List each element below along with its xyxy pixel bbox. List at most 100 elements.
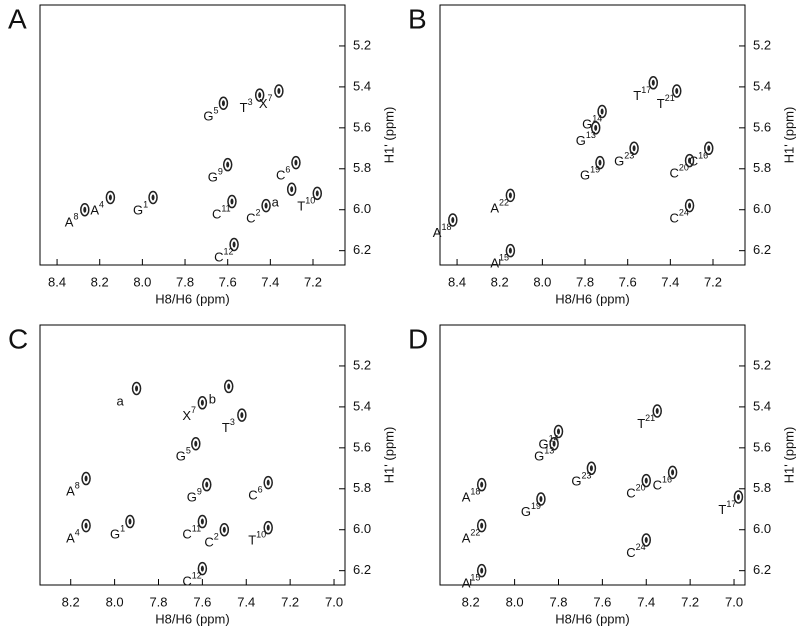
y-tick-label: 6.2 <box>353 242 371 257</box>
peak-core <box>205 481 209 488</box>
peak-core <box>227 383 231 390</box>
peak-residue: C <box>212 207 221 222</box>
peak-number: 5 <box>186 446 191 456</box>
peak <box>197 514 208 529</box>
peak-number: 7 <box>191 405 196 415</box>
x-tick-label: 7.2 <box>281 594 299 609</box>
peak-label: G1 <box>133 200 148 218</box>
panel-letter: C <box>8 323 28 354</box>
peak-residue: A <box>65 215 74 230</box>
peak-label: X7 <box>259 93 273 111</box>
y-tick-label: 6.0 <box>353 521 371 536</box>
peak-label: T17 <box>633 85 651 103</box>
peak-number: 11 <box>221 204 230 214</box>
peak-core <box>266 524 270 531</box>
peak-residue: G <box>187 490 197 505</box>
x-tick-label: 8.0 <box>506 594 524 609</box>
peak-core <box>594 124 598 131</box>
peak-number: 4 <box>75 528 80 538</box>
peak <box>274 84 284 98</box>
y-tick-label: 5.2 <box>353 357 371 372</box>
peak <box>648 76 659 90</box>
peak <box>218 96 229 111</box>
peak-number: 17 <box>726 499 736 509</box>
peak-number: 21 <box>645 413 655 423</box>
peak-label: G1 <box>110 524 125 542</box>
peak-number: 23 <box>624 151 634 161</box>
peak <box>229 237 239 252</box>
peak <box>197 396 208 410</box>
peak-core <box>83 206 87 213</box>
peak-residue: A <box>490 256 499 271</box>
peak-core <box>671 469 675 476</box>
peak-residue: a <box>272 195 280 210</box>
peak-core <box>264 202 268 209</box>
peak-residue: A <box>462 490 471 505</box>
peak-core <box>151 194 155 201</box>
peak <box>703 141 714 156</box>
x-axis-label: H8/H6 (ppm) <box>555 291 629 306</box>
peak-label: G5 <box>176 446 191 464</box>
peak-number: 24 <box>679 208 689 218</box>
peak-number: 22 <box>470 528 480 538</box>
peak <box>263 520 273 535</box>
peak-label: C6 <box>248 485 262 503</box>
peak <box>197 561 208 576</box>
peak-core <box>294 159 298 166</box>
peak-number: 7 <box>268 93 273 103</box>
peak-core <box>128 518 132 525</box>
x-tick-label: 8.0 <box>106 594 124 609</box>
peak-number: 16 <box>698 151 708 161</box>
peak-label: C2 <box>204 532 218 550</box>
x-axis-label: H8/H6 (ppm) <box>155 291 229 306</box>
peak-number: 15 <box>499 253 509 263</box>
x-axis-label: H8/H6 (ppm) <box>555 611 629 626</box>
peak-residue: G <box>208 170 218 185</box>
y-tick-label: 6.0 <box>753 521 771 536</box>
peak-label: A8 <box>66 481 80 499</box>
peak-number: 14 <box>592 114 602 124</box>
peak-number: 13 <box>544 446 554 456</box>
peak-label: C24 <box>670 208 689 226</box>
peak-core <box>84 475 88 482</box>
x-tick-label: 7.8 <box>149 594 167 609</box>
peak-core <box>240 412 244 419</box>
peak-core <box>108 194 112 201</box>
peak-number: 9 <box>218 167 223 177</box>
x-tick-label: 7.2 <box>704 274 722 289</box>
peak <box>641 473 652 488</box>
peak <box>237 408 247 422</box>
peak-label: G14 <box>582 114 602 132</box>
peak-number: 4 <box>99 200 104 210</box>
peak-core <box>644 477 648 484</box>
peak-residue: C <box>214 250 223 265</box>
peak-residue: C <box>204 535 213 550</box>
peak <box>595 155 605 170</box>
peak-residue: T <box>657 96 665 111</box>
y-tick-label: 5.6 <box>353 439 371 454</box>
peak-residue: b <box>209 392 216 407</box>
x-tick-label: 7.4 <box>261 274 279 289</box>
x-tick-label: 8.4 <box>48 274 66 289</box>
peak-residue: A <box>66 531 75 546</box>
peak-residue: G <box>133 203 143 218</box>
peak-residue: G <box>538 437 548 452</box>
peak <box>105 190 116 205</box>
peak <box>505 243 516 258</box>
peak <box>286 182 297 197</box>
peak-core <box>508 192 512 199</box>
peak-core <box>232 241 236 248</box>
peak-number: 20 <box>679 163 689 173</box>
peak-label: A8 <box>65 212 79 230</box>
y-tick-label: 5.8 <box>353 160 371 175</box>
peak-core <box>736 493 740 500</box>
peak-number: 16 <box>662 475 672 485</box>
peak-residue: T <box>637 416 645 431</box>
peak-number: 20 <box>636 483 646 493</box>
peak-core <box>290 186 294 193</box>
peak-number: 1 <box>143 200 148 210</box>
peak-number: 12 <box>223 247 233 257</box>
peak-residue: C <box>246 211 255 226</box>
x-tick-label: 8.2 <box>462 594 480 609</box>
